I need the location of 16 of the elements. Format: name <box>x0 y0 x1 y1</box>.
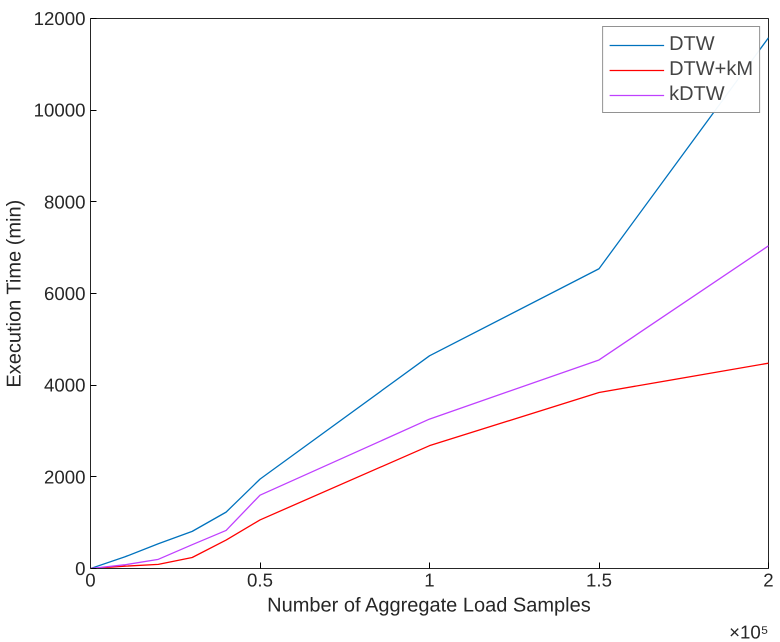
y-tick-label: 12000 <box>34 8 86 29</box>
y-tick-label: 6000 <box>44 283 86 304</box>
y-axis-title: Execution Time (min) <box>4 200 26 388</box>
x-tick-label: 1.5 <box>586 570 612 590</box>
x-axis-title: Number of Aggregate Load Samples <box>267 594 591 616</box>
y-tick-label: 8000 <box>44 191 86 212</box>
legend-label: kDTW <box>669 83 725 106</box>
legend-label: DTW <box>669 33 715 56</box>
text: ×10⁵ <box>729 622 769 642</box>
y-tick-label: 10000 <box>34 100 86 121</box>
x-tick-label: 0.5 <box>247 570 273 590</box>
legend-label: DTW+kM <box>669 58 753 81</box>
y-tick-label: 4000 <box>44 374 86 396</box>
x-tick-label: 2 <box>763 570 774 590</box>
y-tick-label: 2000 <box>44 466 86 488</box>
x-tick-label: 1 <box>424 570 435 590</box>
